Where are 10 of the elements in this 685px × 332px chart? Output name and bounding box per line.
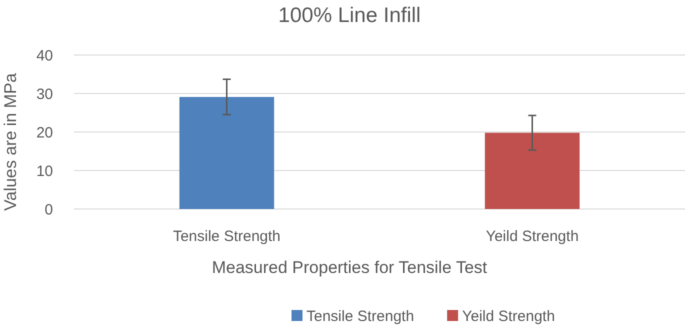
y-tick-label: 0 [44, 201, 53, 218]
legend-label: Tensile Strength [306, 308, 414, 325]
y-tick-label: 10 [36, 162, 53, 180]
y-tick-label: 20 [36, 124, 53, 142]
y-tick-label: 40 [36, 47, 53, 64]
y-tick-label: 30 [36, 86, 53, 103]
legend-label: Yeild Strength [462, 308, 555, 325]
y-axis-title: Values are in MPa [1, 72, 20, 211]
chart-title: 100% Line Infill [278, 4, 421, 27]
x-axis-title: Measured Properties for Tensile Test [212, 258, 488, 277]
